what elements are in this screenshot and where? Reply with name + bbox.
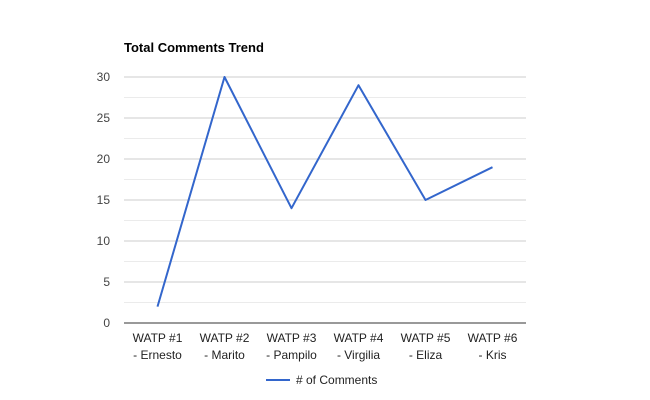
x-tick-label: WATP #5- Eliza <box>401 331 451 362</box>
legend-label: # of Comments <box>296 373 377 387</box>
y-tick-label: 10 <box>97 234 111 248</box>
series-group <box>156 76 493 307</box>
x-tick-label: WATP #4- Virgilia <box>334 331 384 362</box>
legend[interactable]: # of Comments <box>266 373 377 387</box>
y-tick-label: 5 <box>103 275 110 289</box>
x-tick-label: WATP #6- Kris <box>468 331 518 362</box>
y-tick-label: 30 <box>97 70 111 84</box>
major-gridlines <box>124 76 526 324</box>
minor-gridlines <box>124 97 526 303</box>
series-line <box>156 76 493 307</box>
x-tick-label: WATP #1- Ernesto <box>133 331 183 362</box>
x-tick-label: WATP #3- Pampilo <box>266 331 317 362</box>
x-tick-label: WATP #2- Marito <box>200 331 250 362</box>
x-axis-ticks: WATP #1- Ernesto WATP #2- Marito WATP #3- … <box>133 331 518 362</box>
y-tick-label: 15 <box>97 193 111 207</box>
y-tick-label: 20 <box>97 152 111 166</box>
y-axis-ticks: 0 5 10 15 20 25 30 <box>97 70 111 330</box>
chart-title: Total Comments Trend <box>124 40 264 55</box>
y-tick-label: 0 <box>103 316 110 330</box>
y-tick-label: 25 <box>97 111 111 125</box>
